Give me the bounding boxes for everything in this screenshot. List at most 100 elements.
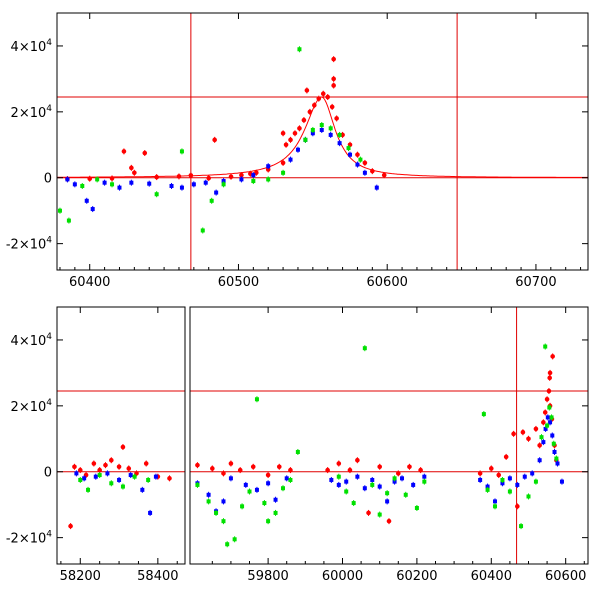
top-series-0-point (320, 91, 326, 97)
top-series-2-point (310, 127, 315, 132)
top-series-0-point (265, 167, 271, 172)
bottom-series-2-point (266, 519, 271, 524)
bottom-series-0-point (134, 471, 139, 476)
top-series-1-point (129, 180, 134, 185)
bottom-series-0-point (97, 467, 102, 473)
bottom-series-2-point (414, 505, 419, 510)
bottom-y-tick-label: 4×104 (11, 332, 53, 349)
bottom-series-1-point (266, 481, 271, 486)
top-series-0-point (288, 137, 293, 143)
top-series-0-point (301, 117, 307, 123)
bottom-series-0-point (533, 426, 539, 432)
top-series-0-point (329, 104, 335, 110)
top-series-1-point (102, 180, 107, 185)
bottom-series-1-point (478, 477, 483, 482)
bottom-series-1-point (543, 426, 548, 431)
bottom-series-2-point (554, 456, 559, 461)
bottom-series-1-point (515, 482, 520, 487)
bottom-series-0-point (547, 370, 553, 376)
bottom-panel-reference-lines (57, 307, 588, 564)
bottom-y-tick-exponent: 4 (46, 398, 52, 408)
bottom-series-2-point (247, 489, 252, 494)
top-y-tick-mantissa: 2×10 (11, 106, 47, 121)
top-series-2-point (328, 126, 333, 131)
bottom-series-2-point (351, 501, 356, 506)
bottom-series-2-point (344, 489, 349, 494)
bottom-panel-green-series (78, 343, 559, 548)
bottom-series-2-point (132, 474, 137, 479)
bottom-series-2-point (377, 512, 382, 517)
bottom-series-1-point (485, 484, 490, 489)
top-series-2-point (319, 123, 324, 128)
bottom-series-0-point (228, 461, 234, 466)
top-panel-plot-area (57, 13, 588, 270)
bottom-series-0-point (83, 472, 89, 478)
top-panel-red-series (65, 56, 387, 183)
bottom-series-1-point (385, 499, 390, 504)
bottom-panel-frame-left (56, 306, 186, 565)
bottom-series-1-point (243, 482, 248, 487)
bottom-series-2-point (206, 499, 211, 504)
top-y-tick-exponent: 4 (46, 38, 52, 48)
bottom-series-2-point (86, 487, 91, 492)
bottom-panel-plot-area (57, 307, 588, 564)
bottom-series-1-point (493, 499, 498, 504)
bottom-y-tick-mantissa: -2×10 (6, 532, 46, 547)
top-series-0-point (362, 160, 368, 166)
bottom-series-0-point (167, 476, 172, 481)
top-series-2-point (80, 183, 85, 188)
top-series-1-point (221, 179, 226, 184)
bottom-series-0-point (496, 472, 502, 478)
bottom-x-tick-label: 58200 (60, 569, 101, 584)
bottom-series-1-point (559, 479, 564, 484)
top-series-2-point (179, 149, 184, 154)
top-series-1-point (90, 207, 95, 212)
top-panel-blue-series (65, 126, 379, 213)
bottom-series-2-point (78, 477, 83, 482)
bottom-series-1-point (336, 482, 341, 487)
bottom-series-0-point (126, 466, 132, 471)
top-series-1-point (147, 181, 152, 186)
top-series-2-point (95, 177, 100, 182)
bottom-series-2-point (254, 397, 259, 402)
top-series-0-point (87, 176, 93, 182)
top-series-0-point (370, 168, 375, 174)
bottom-series-2-point (362, 346, 367, 351)
bottom-series-0-point (116, 464, 122, 470)
bottom-series-1-point (82, 476, 87, 481)
bottom-series-0-point (91, 461, 97, 466)
bottom-series-2-point (336, 474, 341, 479)
bottom-series-1-point (411, 482, 416, 487)
bottom-series-0-point (221, 471, 226, 476)
bottom-y-tick-mantissa: 2×10 (11, 400, 47, 415)
bottom-series-0-point (377, 464, 383, 470)
bottom-x-tick-label: 60200 (396, 569, 437, 584)
bottom-series-1-point (370, 477, 375, 482)
top-series-1-point (191, 182, 196, 187)
top-series-0-point (239, 172, 244, 178)
bottom-series-1-point (362, 486, 367, 491)
bottom-series-1-point (140, 487, 145, 492)
bottom-series-1-point (228, 476, 233, 481)
bottom-series-2-point (225, 542, 230, 547)
bottom-series-1-point (105, 471, 110, 476)
top-series-1-point (288, 157, 293, 162)
top-series-2-point (358, 157, 363, 162)
bottom-series-2-point (422, 479, 427, 484)
top-series-1-point (239, 177, 244, 182)
top-series-2-point (200, 228, 205, 233)
bottom-series-1-point (344, 479, 349, 484)
bottom-series-1-point (555, 461, 560, 466)
top-series-2-point (110, 182, 115, 187)
top-y-tick-label: 0 (44, 172, 52, 187)
bottom-series-1-point (422, 474, 427, 479)
top-panel-model-curve (57, 96, 588, 178)
bottom-panel-x-axis: 58200 58400 59800 60000 60200 60400 60600 (60, 307, 586, 584)
top-series-0-point (331, 56, 336, 62)
top-series-2-point (251, 179, 256, 184)
top-series-2-point (337, 132, 342, 137)
bottom-series-0-point (72, 464, 77, 470)
bottom-series-2-point (551, 441, 556, 446)
